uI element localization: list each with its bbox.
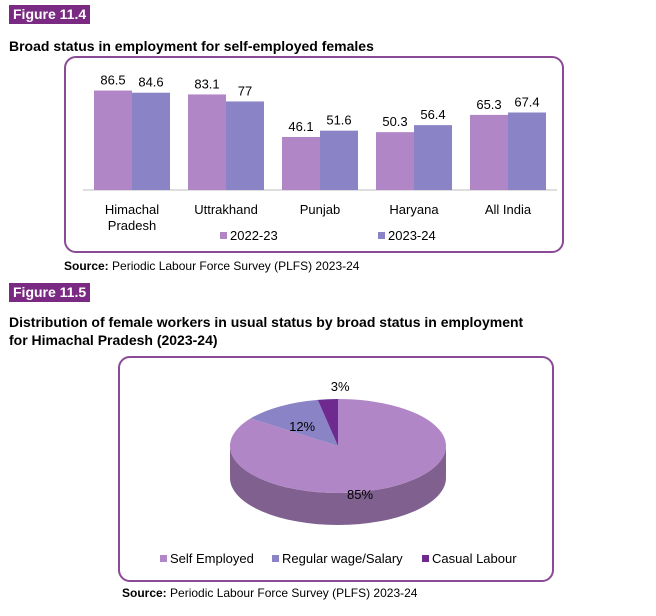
bar-value-label: 67.4 [514, 94, 539, 109]
figure-11-5-source: Source: Periodic Labour Force Survey (PL… [122, 586, 417, 600]
bar-chart-frame: 86.5 84.6 Himachal Pradesh 83.1 77 Uttrakhand 4… [64, 56, 564, 253]
legend-swatch [220, 232, 227, 239]
legend-swatch [160, 555, 167, 562]
bar-value-label: 65.3 [476, 97, 501, 112]
category-label: Uttrakhand [194, 202, 258, 217]
legend-label: Self Employed [170, 551, 254, 566]
bar-2023-24 [508, 112, 546, 190]
pie-chart-frame: 85% 12% 3% Self Employed Regular wage/Salary… [118, 356, 554, 582]
pie-chart: 85% 12% 3% Self Employed Regular wage/Salary… [160, 379, 517, 566]
legend-label: 2022-23 [230, 228, 278, 243]
figure-11-5-label: Figure 11.5 [9, 283, 91, 302]
source-prefix: Source: [64, 259, 109, 273]
source-prefix: Source: [122, 586, 167, 600]
bar-value-label: 46.1 [288, 119, 313, 134]
pie-side-self-employed [230, 446, 446, 525]
bar-2023-24 [132, 92, 170, 190]
bar-2022-23 [376, 132, 414, 190]
category-label: Pradesh [108, 218, 156, 233]
legend-label: Casual Labour [432, 551, 517, 566]
figure-11-4-source: Source: Periodic Labour Force Survey (PL… [64, 259, 359, 273]
legend-label: Regular wage/Salary [282, 551, 403, 566]
bar-value-label: 56.4 [420, 107, 445, 122]
bar-2022-23 [470, 114, 508, 190]
legend-swatch [422, 555, 429, 562]
figure-11-4-title: Broad status in employment for self-empl… [9, 38, 374, 54]
legend-label: 2023-24 [388, 228, 436, 243]
bar-value-label: 50.3 [382, 114, 407, 129]
category-label: Haryana [389, 202, 439, 217]
bar-2023-24 [414, 125, 452, 190]
pie-slice-casual-labour [317, 399, 338, 446]
category-label: All India [485, 202, 532, 217]
bar-value-label: 51.6 [326, 113, 351, 128]
pie-slice-self-employed [229, 399, 446, 493]
pie-slice-regular-wage-salary [250, 399, 338, 446]
source-text: Periodic Labour Force Survey (PLFS) 2023… [166, 586, 418, 600]
category-label: Punjab [300, 202, 340, 217]
figure-11-5-title-line1: Distribution of female workers in usual … [9, 314, 524, 330]
bar-2022-23 [94, 90, 132, 190]
bar-value-label: 86.5 [100, 73, 125, 88]
bar-value-label: 83.1 [194, 76, 219, 91]
figure-11-5-title-line2: for Himachal Pradesh (2023-24) [9, 332, 218, 348]
pie-slice-label: 85% [347, 487, 373, 502]
bar-value-label: 77 [238, 83, 252, 98]
pie-slice-label: 12% [289, 419, 315, 434]
pie-slice-label: 3% [331, 379, 350, 394]
source-text: Periodic Labour Force Survey (PLFS) 2023… [108, 259, 360, 273]
bar-2022-23 [282, 136, 320, 190]
bar-value-label: 84.6 [138, 75, 163, 90]
category-label: Himachal [105, 202, 159, 217]
bar-2022-23 [188, 94, 226, 190]
bar-2023-24 [320, 130, 358, 190]
figure-11-4-label: Figure 11.4 [9, 5, 91, 24]
legend-swatch [272, 555, 279, 562]
bar-2023-24 [226, 101, 264, 190]
legend-swatch [378, 232, 385, 239]
